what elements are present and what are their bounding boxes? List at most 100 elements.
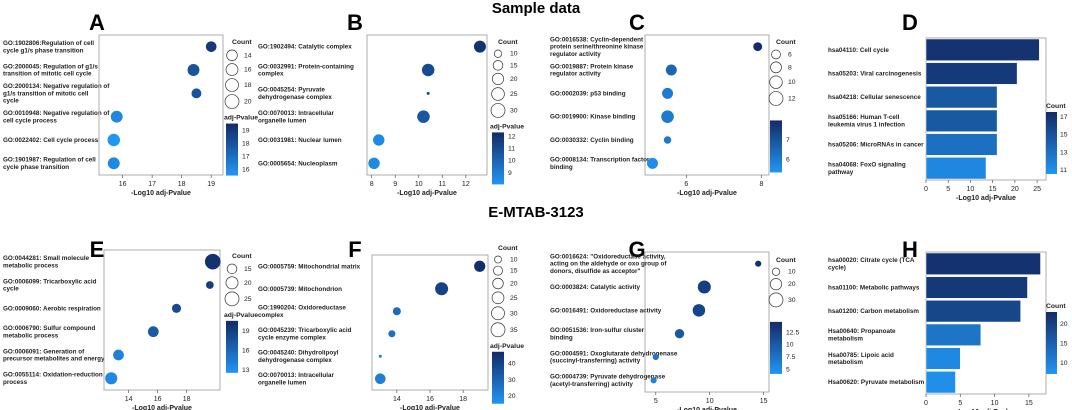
x-tick-label: 11 bbox=[439, 181, 446, 188]
term-label-line: GO:0006091: Generation of bbox=[3, 348, 85, 355]
term-label-line: GO:0019887: Protein kinase bbox=[550, 63, 634, 70]
figure-subtitle: E-MTAB-3123 bbox=[488, 204, 584, 221]
term-label: Hsa00785: Lipoic acid metabolism bbox=[828, 352, 894, 366]
data-bar bbox=[925, 300, 1021, 323]
term-label-line: Hsa00620: Pyruvate metabolism bbox=[828, 379, 925, 386]
term-label: hsa05206: MicroRNAs in cancer bbox=[828, 142, 924, 149]
x-tick-label: 10 bbox=[706, 398, 714, 405]
term-label-line: GO:1990204: Oxidoreductase bbox=[258, 305, 346, 312]
term-label-line: cycle bbox=[3, 98, 19, 105]
size-legend-circle bbox=[225, 63, 239, 76]
size-legend-value: 12 bbox=[788, 95, 796, 102]
x-tick-label: 18 bbox=[178, 181, 186, 188]
size-legend-circle bbox=[491, 306, 505, 321]
term-label: GO:1902494: Catalytic complex bbox=[258, 44, 352, 51]
color-legend-tick: 15 bbox=[1060, 132, 1068, 139]
color-legend-tick: 16 bbox=[242, 167, 250, 174]
term-label-line: hsa04110: Cell cycle bbox=[828, 47, 889, 54]
data-point bbox=[473, 40, 486, 53]
color-legend-title: Count bbox=[1046, 103, 1066, 110]
size-legend-value: 30 bbox=[510, 310, 518, 317]
panel-letter: G bbox=[628, 237, 645, 262]
x-tick-label: 10 bbox=[991, 400, 999, 407]
term-label: GO:0006099: Tricarboxylic acid cycle bbox=[3, 278, 97, 292]
panel-b: B GO:1902494: Catalytic complex GO:0032991… bbox=[258, 10, 524, 197]
plot-frame bbox=[644, 251, 770, 393]
size-legend-title: Count bbox=[232, 253, 252, 260]
data-point bbox=[204, 253, 221, 270]
term-label-line: GO:2000045: Regulation of g1/s bbox=[3, 63, 98, 70]
term-label: GO:0016538: Cyclin-dependent protein seri… bbox=[550, 36, 644, 57]
term-label-line: protein serine/threonine kinase bbox=[550, 44, 644, 51]
x-axis-label: -Log10 adj-Pvalue bbox=[131, 190, 191, 197]
term-label: GO:2000134: Negative regulation of g1/s t… bbox=[3, 83, 110, 104]
size-legend-circle bbox=[768, 91, 784, 106]
data-point bbox=[435, 282, 449, 296]
term-label: GO:0004591: Oxoglutarate dehydrogenase (s… bbox=[550, 350, 678, 364]
panel-letter: C bbox=[629, 10, 645, 35]
x-axis-label: -Log10 adj-Pvalue bbox=[677, 407, 737, 410]
x-tick-label: 16 bbox=[154, 396, 162, 403]
plot-frame bbox=[98, 34, 224, 176]
term-label-line: cycle bbox=[3, 286, 19, 293]
plot-frame bbox=[925, 37, 1047, 181]
term-label-line: Hsa00640: Propanoate bbox=[828, 328, 896, 335]
size-legend-value: 18 bbox=[244, 82, 252, 89]
term-label-line: metabolic process bbox=[3, 262, 59, 269]
size-legend-circle bbox=[224, 94, 240, 109]
color-legend-bar bbox=[770, 120, 782, 173]
term-label: GO:0051536: Iron-sulfur cluster binding bbox=[550, 327, 645, 341]
size-legend-circle bbox=[494, 255, 502, 264]
term-label-line: organelle lumen bbox=[258, 379, 306, 386]
data-point bbox=[650, 377, 657, 384]
term-label-line: binding bbox=[550, 164, 573, 171]
size-legend-value: 25 bbox=[510, 295, 518, 302]
data-point bbox=[417, 110, 430, 123]
color-legend-tick: 18 bbox=[242, 141, 250, 148]
color-legend-tick: 19 bbox=[242, 328, 250, 335]
color-legend-tick: 15 bbox=[1060, 341, 1068, 348]
color-legend-tick: 12.5 bbox=[786, 329, 799, 336]
x-tick-label: 10 bbox=[967, 186, 975, 193]
term-label-line: dehydrogenase complex bbox=[258, 357, 332, 364]
plot-frame bbox=[103, 249, 221, 391]
color-legend-tick: 10 bbox=[1060, 360, 1068, 367]
term-label: GO:0045254: Pyruvate dehydrogenase comple… bbox=[258, 87, 332, 101]
term-label-line: GO:1901987: Regulation of cell bbox=[3, 157, 96, 164]
color-legend-title: adj-Pvalue bbox=[490, 343, 524, 350]
data-bar bbox=[925, 86, 998, 109]
x-tick-label: 0 bbox=[924, 400, 928, 407]
term-label-line: GO:0003824: Catalytic activity bbox=[550, 284, 640, 291]
data-point bbox=[665, 64, 677, 76]
color-legend-bar bbox=[492, 351, 504, 404]
size-legend-value: 20 bbox=[510, 76, 518, 83]
data-point bbox=[474, 260, 486, 272]
term-label-line: GO:0045254: Pyruvate bbox=[258, 87, 325, 94]
x-tick-label: 0 bbox=[924, 186, 928, 193]
term-label-line: GO:0002039: p53 binding bbox=[550, 90, 626, 97]
term-label-line: GO:0022402: Cell cycle process bbox=[3, 137, 99, 144]
term-label-line: metabolism bbox=[828, 359, 863, 366]
term-label-line: GO:0005759: Mitochondrial matrix bbox=[258, 263, 361, 270]
data-point bbox=[191, 88, 202, 99]
term-label: GO:0008134: Transcription factor binding bbox=[550, 157, 650, 171]
data-point bbox=[368, 157, 380, 170]
term-label-line: GO:0009060: Aerobic respiration bbox=[3, 305, 101, 312]
data-point bbox=[113, 349, 124, 361]
color-legend-tick: 5 bbox=[786, 366, 790, 373]
x-tick-label: 20 bbox=[1011, 186, 1019, 193]
data-point bbox=[374, 373, 386, 385]
color-legend-tick: 11 bbox=[508, 146, 515, 153]
size-legend-title: Count bbox=[498, 39, 518, 46]
size-legend-circle bbox=[490, 322, 506, 338]
figure-title: Sample data bbox=[492, 0, 581, 17]
data-bar bbox=[925, 371, 956, 394]
panel-f: FGO:0005759: Mitochondrial matrix GO:0005… bbox=[258, 237, 524, 410]
size-legend-circle bbox=[769, 278, 783, 291]
term-label: GO:0030332: Cyclin binding bbox=[550, 137, 634, 144]
size-legend-value: 20 bbox=[788, 281, 796, 288]
x-tick-label: 15 bbox=[989, 186, 997, 193]
x-tick-label: 15 bbox=[1025, 400, 1033, 407]
term-label-line: cycle enzyme complex bbox=[258, 334, 326, 341]
